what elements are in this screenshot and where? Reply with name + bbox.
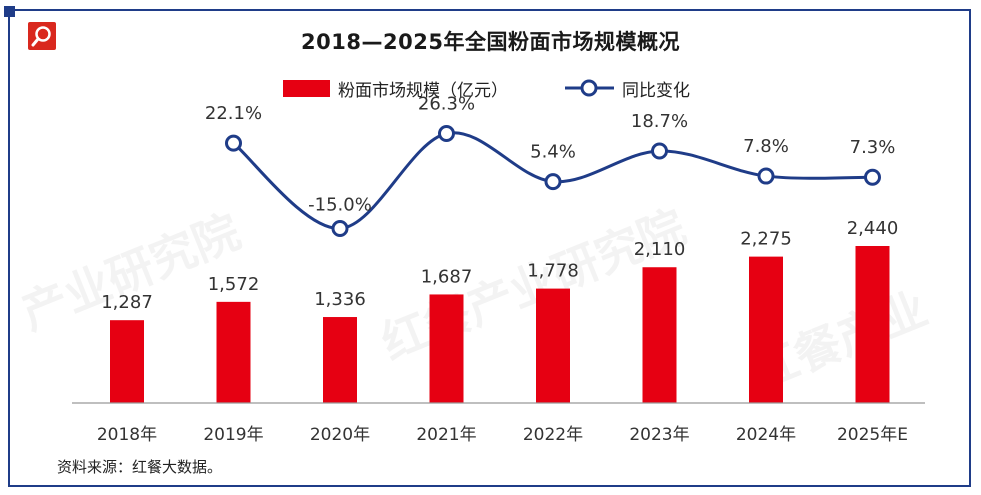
legend-bar-label: 粉面市场规模（亿元） bbox=[338, 81, 508, 101]
x-tick-6: 2024年 bbox=[736, 425, 796, 445]
bar-label-6: 2,275 bbox=[740, 229, 792, 250]
growth-label-7: 7.3% bbox=[850, 137, 896, 158]
magnifier-icon bbox=[28, 22, 56, 50]
growth-points bbox=[225, 125, 881, 237]
bar-3 bbox=[429, 294, 464, 403]
bar-series bbox=[110, 246, 890, 403]
bar-label-5: 2,110 bbox=[634, 239, 686, 260]
chart-frame bbox=[8, 9, 971, 487]
growth-label-6: 7.8% bbox=[743, 136, 789, 157]
growth-label-3: 26.3% bbox=[418, 94, 475, 115]
legend: 粉面市场规模（亿元） 同比变化 bbox=[283, 79, 690, 101]
growth-point-5 bbox=[651, 142, 668, 160]
bar-0 bbox=[110, 320, 144, 403]
bar-1 bbox=[216, 301, 251, 403]
bar-label-2: 1,336 bbox=[314, 289, 366, 310]
legend-line-marker bbox=[580, 79, 598, 97]
bar-5 bbox=[642, 267, 677, 403]
growth-point-6 bbox=[757, 167, 775, 185]
bar-label-1: 1,572 bbox=[208, 274, 260, 295]
bar-label-7: 2,440 bbox=[847, 218, 899, 239]
bar-7 bbox=[855, 246, 890, 403]
bar-2 bbox=[323, 317, 357, 403]
x-tick-7: 2025年E bbox=[837, 425, 908, 445]
growth-labels: 22.1% -15.0% 26.3% 5.4% 18.7% 7.8% 7.3% bbox=[205, 94, 895, 216]
x-tick-3: 2021年 bbox=[416, 425, 476, 445]
growth-point-1 bbox=[225, 134, 242, 152]
growth-label-1: 22.1% bbox=[205, 103, 262, 124]
growth-label-2: -15.0% bbox=[308, 195, 372, 216]
growth-point-4 bbox=[544, 173, 562, 191]
corner-mark bbox=[4, 6, 15, 17]
x-tick-labels: 2018年 2019年 2020年 2021年 2022年 2023年 2024年 2025年… bbox=[97, 425, 908, 445]
bar-6 bbox=[749, 256, 783, 403]
bar-label-0: 1,287 bbox=[101, 292, 153, 313]
bar-label-3: 1,687 bbox=[421, 266, 473, 287]
growth-label-4: 5.4% bbox=[530, 142, 576, 163]
growth-point-7 bbox=[864, 168, 881, 186]
growth-label-5: 18.7% bbox=[631, 111, 688, 132]
x-tick-5: 2023年 bbox=[629, 425, 689, 445]
chart-title: 2018—2025年全国粉面市场规模概况 bbox=[301, 30, 680, 54]
bar-label-4: 1,778 bbox=[527, 261, 579, 282]
growth-point-3 bbox=[438, 125, 455, 143]
svg-text:产业研究院: 产业研究院 bbox=[14, 204, 247, 340]
x-tick-1: 2019年 bbox=[203, 425, 263, 445]
legend-line-label: 同比变化 bbox=[622, 81, 690, 101]
x-tick-0: 2018年 bbox=[97, 425, 157, 445]
legend-bar-swatch bbox=[283, 80, 330, 97]
bar-4 bbox=[536, 288, 570, 403]
x-tick-2: 2020年 bbox=[310, 425, 370, 445]
growth-point-2 bbox=[331, 220, 349, 237]
x-tick-4: 2022年 bbox=[523, 425, 583, 445]
source-note: 资料来源：红餐大数据。 bbox=[57, 458, 223, 476]
bar-value-labels: 1,287 1,572 1,336 1,687 1,778 2,110 2,275 2,440 bbox=[101, 218, 898, 313]
